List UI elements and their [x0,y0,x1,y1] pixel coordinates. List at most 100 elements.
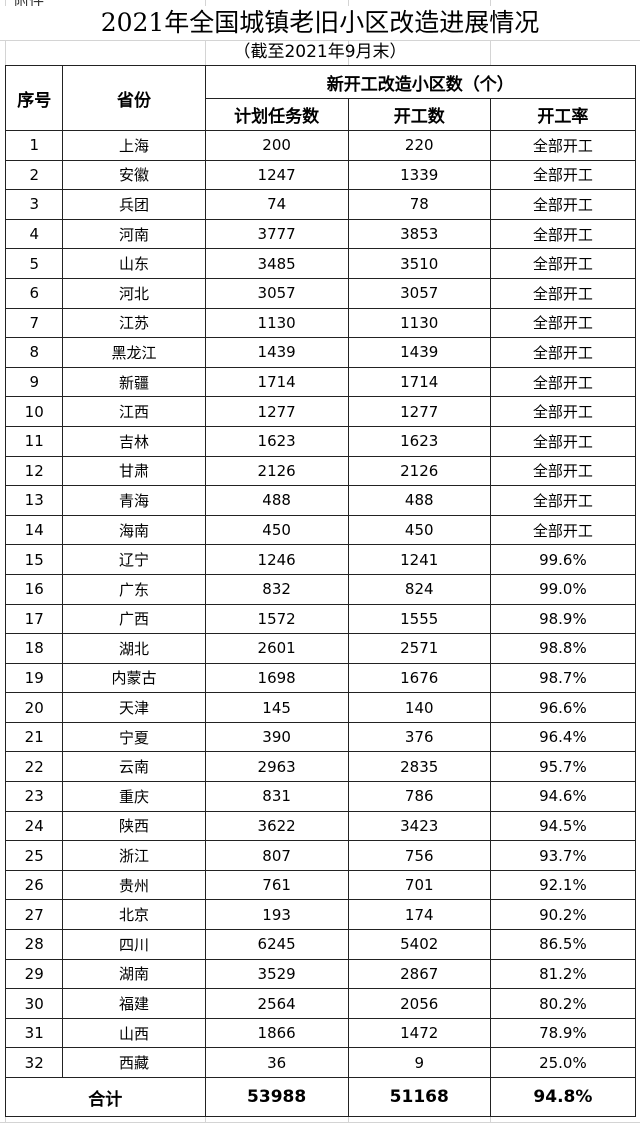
started-cell[interactable]: 140 [347,692,491,723]
rate-cell[interactable]: 94.6% [489,781,637,812]
planned-cell[interactable]: 488 [204,485,349,516]
planned-cell[interactable]: 1866 [204,1017,349,1049]
index-cell[interactable]: 17 [4,603,64,635]
index-cell[interactable]: 7 [4,307,64,339]
planned-cell[interactable]: 6245 [204,929,349,960]
planned-cell[interactable]: 3622 [204,810,349,842]
province-cell[interactable]: 江苏 [62,307,206,339]
planned-cell[interactable]: 3529 [204,958,349,990]
started-cell[interactable]: 1439 [347,337,491,368]
province-cell[interactable]: 云南 [62,751,206,783]
province-cell[interactable]: 海南 [62,514,206,546]
province-cell[interactable]: 宁夏 [62,721,206,753]
province-cell[interactable]: 陕西 [62,810,206,842]
province-cell[interactable]: 重庆 [62,781,206,812]
started-cell[interactable]: 2056 [347,988,491,1019]
rate-cell[interactable]: 92.1% [489,869,637,901]
index-cell[interactable]: 23 [4,781,64,812]
planned-cell[interactable]: 193 [204,899,349,931]
rate-cell[interactable]: 全部开工 [489,218,637,250]
province-cell[interactable]: 湖南 [62,958,206,990]
planned-cell[interactable]: 74 [204,189,349,220]
started-cell[interactable]: 376 [347,721,491,753]
index-cell[interactable]: 2 [4,159,64,191]
rate-cell[interactable]: 99.0% [489,573,637,605]
rate-cell[interactable]: 全部开工 [489,396,637,427]
rate-cell[interactable]: 99.6% [489,544,637,575]
rate-cell[interactable]: 全部开工 [489,514,637,546]
planned-cell[interactable]: 450 [204,514,349,546]
index-cell[interactable]: 1 [4,130,64,161]
planned-cell[interactable]: 2601 [204,633,349,664]
rate-cell[interactable]: 全部开工 [489,277,637,309]
province-cell[interactable]: 兵团 [62,189,206,220]
province-cell[interactable]: 贵州 [62,869,206,901]
total-planned[interactable]: 53988 [204,1077,349,1117]
header-started[interactable]: 开工数 [347,98,491,131]
started-cell[interactable]: 2571 [347,633,491,664]
planned-cell[interactable]: 1246 [204,544,349,575]
rate-cell[interactable]: 86.5% [489,929,637,960]
index-cell[interactable]: 9 [4,366,64,398]
started-cell[interactable]: 220 [347,130,491,161]
rate-cell[interactable]: 81.2% [489,958,637,990]
planned-cell[interactable]: 2963 [204,751,349,783]
province-cell[interactable]: 上海 [62,130,206,161]
planned-cell[interactable]: 390 [204,721,349,753]
index-cell[interactable]: 5 [4,248,64,279]
total-rate[interactable]: 94.8% [489,1077,637,1117]
rate-cell[interactable]: 95.7% [489,751,637,783]
province-cell[interactable]: 吉林 [62,425,206,457]
rate-cell[interactable]: 25.0% [489,1047,637,1078]
started-cell[interactable]: 488 [347,485,491,516]
province-cell[interactable]: 安徽 [62,159,206,191]
planned-cell[interactable]: 3485 [204,248,349,279]
rate-cell[interactable]: 全部开工 [489,159,637,191]
rate-cell[interactable]: 全部开工 [489,425,637,457]
planned-cell[interactable]: 1623 [204,425,349,457]
started-cell[interactable]: 78 [347,189,491,220]
rate-cell[interactable]: 98.7% [489,662,637,694]
started-cell[interactable]: 3853 [347,218,491,250]
header-group[interactable]: 新开工改造小区数（个） [204,65,637,99]
index-cell[interactable]: 22 [4,751,64,783]
index-cell[interactable]: 29 [4,958,64,990]
province-cell[interactable]: 黑龙江 [62,337,206,368]
index-cell[interactable]: 25 [4,840,64,871]
started-cell[interactable]: 824 [347,573,491,605]
planned-cell[interactable]: 1714 [204,366,349,398]
rate-cell[interactable]: 全部开工 [489,337,637,368]
index-cell[interactable]: 13 [4,485,64,516]
rate-cell[interactable]: 93.7% [489,840,637,871]
province-cell[interactable]: 山西 [62,1017,206,1049]
planned-cell[interactable]: 1698 [204,662,349,694]
planned-cell[interactable]: 3057 [204,277,349,309]
index-cell[interactable]: 4 [4,218,64,250]
province-cell[interactable]: 新疆 [62,366,206,398]
index-cell[interactable]: 12 [4,455,64,487]
planned-cell[interactable]: 36 [204,1047,349,1078]
total-label[interactable]: 合计 [5,1077,206,1117]
index-cell[interactable]: 24 [4,810,64,842]
started-cell[interactable]: 1241 [347,544,491,575]
planned-cell[interactable]: 2126 [204,455,349,487]
index-cell[interactable]: 16 [4,573,64,605]
index-cell[interactable]: 19 [4,662,64,694]
rate-cell[interactable]: 全部开工 [489,130,637,161]
started-cell[interactable]: 1472 [347,1017,491,1049]
header-province[interactable]: 省份 [62,65,206,131]
started-cell[interactable]: 1277 [347,396,491,427]
rate-cell[interactable]: 96.4% [489,721,637,753]
province-cell[interactable]: 河北 [62,277,206,309]
started-cell[interactable]: 3423 [347,810,491,842]
started-cell[interactable]: 3057 [347,277,491,309]
planned-cell[interactable]: 761 [204,869,349,901]
index-cell[interactable]: 15 [4,544,64,575]
sheet-title[interactable]: 2021年全国城镇老旧小区改造进展情况 [0,6,640,40]
index-cell[interactable]: 27 [4,899,64,931]
province-cell[interactable]: 浙江 [62,840,206,871]
rate-cell[interactable]: 全部开工 [489,455,637,487]
planned-cell[interactable]: 2564 [204,988,349,1019]
rate-cell[interactable]: 全部开工 [489,248,637,279]
started-cell[interactable]: 701 [347,869,491,901]
